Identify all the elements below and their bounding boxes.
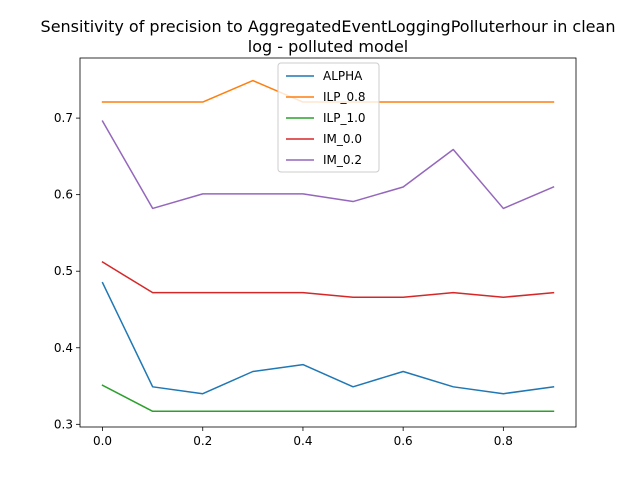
- legend: ALPHA ILP_0.8 ILP_1.0 IM_0.0 IM_0.2: [277, 62, 380, 173]
- series-line-0: [101, 281, 555, 395]
- chart-title-line-2: log - polluted model: [248, 37, 409, 56]
- legend-label: IM_0.0: [323, 132, 362, 146]
- x-tick-label: 0.2: [193, 434, 212, 448]
- x-tick-label: 0.6: [394, 434, 413, 448]
- x-tick-label: 0.4: [293, 434, 312, 448]
- chart-title-line-1: Sensitivity of precision to AggregatedEv…: [41, 17, 616, 36]
- legend-label: ALPHA: [323, 69, 363, 83]
- series-line-3: [101, 260, 555, 298]
- series-lines: [101, 79, 555, 413]
- x-tick-label: 0.0: [93, 434, 112, 448]
- y-tick-label: 0.7: [54, 111, 73, 125]
- x-tick-label: 0.8: [494, 434, 513, 448]
- y-tick-label: 0.4: [54, 341, 73, 355]
- y-tick-label: 0.6: [54, 188, 73, 202]
- legend-box: [277, 62, 380, 173]
- series-line-2: [101, 384, 555, 413]
- legend-label: IM_0.2: [323, 153, 362, 167]
- legend-label: ILP_0.8: [323, 90, 366, 104]
- plot-frame: [79, 57, 577, 428]
- y-tick-label: 0.3: [54, 417, 73, 431]
- legend-label: ILP_1.0: [323, 111, 366, 125]
- y-tick-label: 0.5: [54, 264, 73, 278]
- series-line-4: [101, 120, 555, 210]
- axis-ticks: 0.0 0.2 0.4 0.6 0.8 0.3 0.4 0.5 0.6 0.7: [54, 111, 513, 448]
